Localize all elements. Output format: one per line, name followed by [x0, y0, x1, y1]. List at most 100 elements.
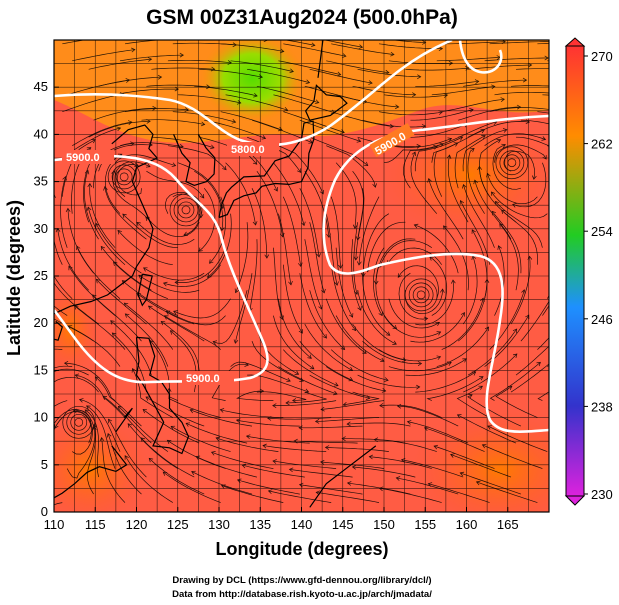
streamline-arrow: [597, 327, 601, 331]
streamline: [441, 298, 484, 350]
streamline-arrow: [148, 457, 154, 463]
streamline: [262, 445, 327, 452]
streamline: [72, 121, 132, 147]
streamline: [194, 170, 224, 231]
streamline-arrow: [32, 477, 36, 481]
streamline-arrow: [191, 470, 196, 476]
streamline: [436, 56, 501, 62]
streamline-arrow: [500, 97, 505, 102]
streamline-arrow: [54, 424, 59, 429]
streamline-arrow: [142, 408, 148, 414]
streamline: [145, 216, 200, 238]
streamline: [401, 459, 464, 478]
streamline: [383, 143, 444, 164]
x-tick-label: 165: [497, 517, 519, 532]
streamline: [325, 213, 338, 286]
streamline: [278, 145, 324, 195]
streamline: [267, 417, 332, 420]
streamline: [118, 406, 169, 452]
streamline-arrow: [342, 53, 347, 58]
streamline-arrow: [13, 379, 17, 383]
streamline: [397, 265, 439, 299]
streamline-arrow: [117, 229, 123, 235]
streamline: [521, 34, 585, 36]
streamline-arrow: [378, 311, 383, 317]
streamline-arrow: [368, 454, 374, 460]
streamline: [396, 477, 459, 495]
streamline-arrow: [299, 377, 304, 382]
streamline-arrow: [169, 330, 175, 335]
streamline-arrow: [185, 422, 191, 427]
x-tick-label: 140: [291, 517, 313, 532]
streamline-arrow: [2, 521, 6, 525]
streamline: [235, 222, 249, 293]
streamline: [86, 424, 97, 495]
streamline-arrow: [288, 467, 294, 473]
streamline: [237, 479, 300, 495]
streamline-arrow: [34, 388, 38, 392]
streamline-arrow: [470, 147, 475, 153]
streamline-arrow: [199, 193, 205, 199]
streamline-arrow: [136, 221, 141, 227]
streamline: [510, 85, 549, 87]
vortex-ring: [503, 154, 521, 172]
y-tick-label: 35: [34, 174, 48, 189]
streamline-arrow: [348, 376, 354, 382]
streamline: [467, 394, 522, 427]
streamline-arrow: [84, 169, 90, 175]
contour-5900-west: [54, 154, 269, 384]
streamline-arrow: [289, 68, 294, 74]
streamline-arrow: [170, 425, 176, 430]
streamline: [278, 60, 341, 76]
streamline-arrow: [297, 168, 302, 173]
x-tick-label: 110: [44, 517, 65, 532]
streamline: [484, 133, 546, 146]
streamline: [57, 228, 89, 291]
streamline-arrow: [315, 490, 321, 496]
colorbar-tick-label: 254: [591, 224, 613, 239]
streamline-arrow: [342, 402, 348, 407]
vortex-ring: [111, 164, 137, 190]
streamline-arrow: [597, 118, 601, 122]
x-axis-ticks: 110 115 120 125 130 135 140 145 150 155 160 165: [44, 507, 519, 532]
streamline: [148, 458, 205, 495]
streamline: [282, 196, 302, 267]
streamline: [195, 456, 257, 478]
streamline: [264, 40, 268, 41]
streamline: [220, 111, 283, 131]
streamline: [68, 325, 121, 367]
y-tick-label: 30: [34, 221, 48, 236]
streamline-arrow: [298, 329, 303, 334]
streamline: [379, 404, 442, 418]
streamline: [304, 323, 353, 371]
vortex-ring: [70, 413, 88, 431]
streamline-arrow: [111, 170, 116, 175]
streamline: [166, 310, 226, 326]
streamline: [362, 213, 390, 277]
streamline-arrow: [267, 489, 273, 494]
streamline: [495, 201, 543, 248]
streamline: [268, 490, 332, 503]
streamline: [309, 374, 370, 399]
streamline: [247, 68, 310, 84]
streamline-arrow: [550, 39, 554, 43]
streamline-arrow: [490, 191, 496, 196]
streamline: [460, 200, 490, 265]
streamline: [343, 391, 380, 406]
streamline-arrow: [433, 444, 439, 450]
streamline-arrow: [336, 71, 342, 77]
streamline-arrow: [501, 143, 506, 149]
streamline-arrow: [206, 273, 212, 278]
streamline-arrow: [143, 267, 148, 272]
streamline: [294, 440, 358, 444]
streamline: [162, 471, 221, 503]
streamline-arrow: [160, 320, 166, 326]
streamline: [299, 119, 361, 142]
streamline-arrow: [548, 111, 549, 112]
streamline: [209, 196, 226, 264]
streamline-arrow: [507, 385, 513, 390]
streamline: [407, 421, 469, 444]
streamline-arrow: [252, 160, 258, 165]
streamline: [101, 437, 126, 503]
streamline: [537, 337, 549, 350]
